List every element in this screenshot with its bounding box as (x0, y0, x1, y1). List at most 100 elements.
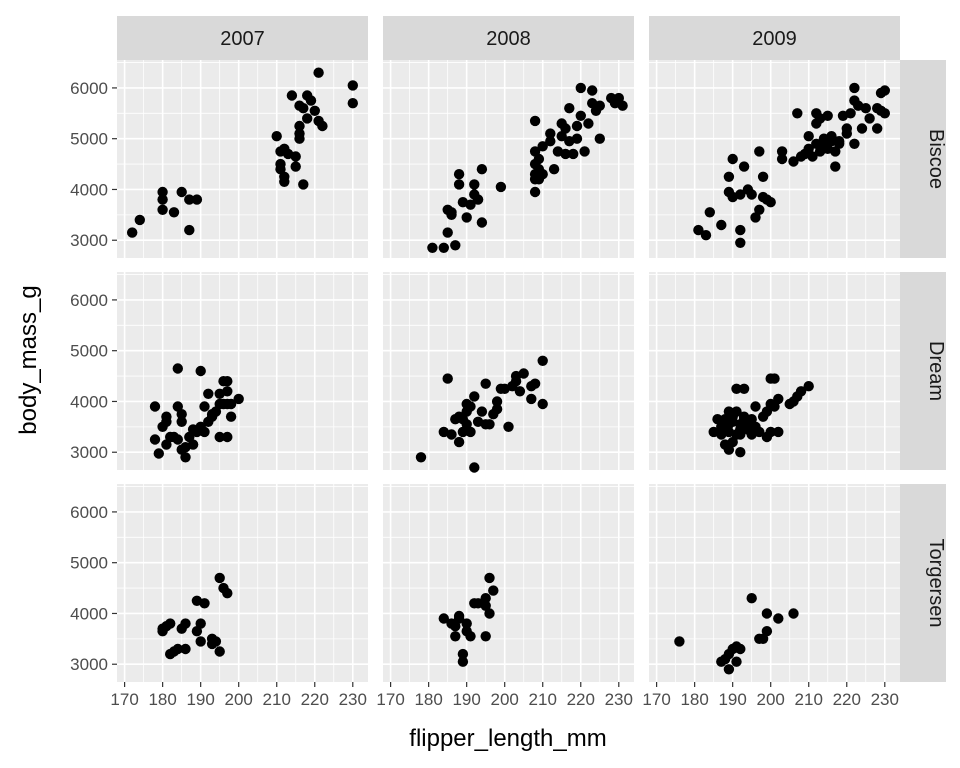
data-point (617, 100, 628, 111)
data-point (294, 128, 305, 139)
data-point (879, 108, 890, 119)
data-point (750, 401, 761, 412)
data-point (465, 401, 476, 412)
data-point (514, 386, 526, 397)
data-point (568, 148, 579, 160)
data-point (849, 138, 860, 149)
data-point (298, 103, 309, 114)
data-point (545, 136, 556, 147)
data-point (222, 376, 233, 387)
data-point (450, 631, 461, 642)
x-axis-title: flipper_length_mm (409, 725, 606, 752)
x-tick-label: 230 (871, 690, 899, 709)
x-tick-label: 170 (642, 690, 670, 709)
data-point (453, 169, 465, 180)
x-tick-label: 210 (263, 690, 291, 709)
data-point (864, 113, 875, 124)
panel-background (649, 60, 900, 258)
y-tick-label: 6000 (70, 503, 108, 522)
panel-dream-2008 (383, 272, 634, 473)
panel-background (383, 272, 634, 470)
data-point (465, 631, 476, 642)
data-point (472, 194, 484, 205)
data-point (453, 610, 465, 622)
data-point (674, 636, 685, 647)
x-tick-label: 180 (680, 690, 708, 709)
data-point (438, 613, 449, 624)
data-point (214, 431, 225, 443)
data-point (453, 436, 465, 448)
x-tick-label: 170 (376, 690, 404, 709)
x-tick-label: 220 (833, 690, 861, 709)
data-point (165, 618, 176, 629)
data-point (488, 585, 499, 596)
panel-dream-2007 (117, 272, 368, 470)
data-point (803, 131, 814, 142)
data-point (195, 365, 206, 377)
data-point (469, 391, 480, 402)
data-point (214, 572, 225, 584)
data-point (480, 600, 491, 611)
data-point (788, 156, 799, 167)
data-point (199, 401, 210, 412)
row-strip-label: Torgersen (925, 539, 947, 628)
data-point (484, 572, 495, 584)
x-tick-label: 180 (414, 690, 442, 709)
data-point (438, 242, 449, 253)
row-strip-label: Biscoe (925, 129, 947, 189)
data-point (480, 593, 491, 604)
data-point (735, 447, 746, 458)
data-point (738, 383, 750, 394)
data-point (195, 636, 206, 647)
panel-background (649, 272, 900, 470)
column-strip-label: 2007 (220, 28, 265, 50)
data-point (731, 406, 742, 417)
data-point (761, 626, 773, 637)
data-point (225, 411, 237, 422)
panel-background (117, 60, 368, 258)
x-tick-label: 220 (567, 690, 595, 709)
data-point (127, 227, 138, 238)
data-point (537, 398, 548, 410)
column-strip-label: 2008 (486, 28, 531, 50)
data-point (446, 429, 457, 440)
x-tick-label: 190 (452, 690, 480, 709)
y-tick-label: 3000 (70, 231, 108, 250)
data-point (548, 164, 560, 175)
y-tick-label: 3000 (70, 655, 108, 674)
x-tick-label: 190 (186, 690, 214, 709)
data-point (476, 406, 488, 417)
x-tick-label: 220 (301, 690, 329, 709)
data-point (305, 95, 317, 106)
data-point (856, 123, 868, 134)
x-tick-label: 210 (529, 690, 557, 709)
data-point (556, 131, 567, 142)
x-tick-label: 230 (339, 690, 367, 709)
panels-layer (117, 60, 900, 682)
data-point (560, 148, 571, 160)
data-point (465, 199, 476, 210)
data-point (480, 378, 491, 389)
data-point (233, 393, 244, 405)
data-point (461, 212, 472, 223)
data-point (290, 151, 301, 162)
data-point (450, 621, 461, 632)
data-point (427, 242, 438, 253)
data-point (571, 120, 583, 132)
data-point (453, 179, 465, 190)
data-point (564, 103, 575, 114)
panel-background (649, 484, 900, 682)
data-point (788, 608, 799, 619)
data-point (693, 224, 704, 236)
data-point (446, 209, 457, 220)
panel-dream-2009 (649, 272, 900, 470)
data-point (309, 105, 320, 117)
data-point (731, 383, 742, 394)
data-point (841, 123, 852, 134)
data-point (172, 363, 183, 374)
data-point (476, 217, 488, 228)
data-point (222, 431, 233, 443)
data-point (754, 426, 765, 438)
x-tick-label: 200 (225, 690, 253, 709)
